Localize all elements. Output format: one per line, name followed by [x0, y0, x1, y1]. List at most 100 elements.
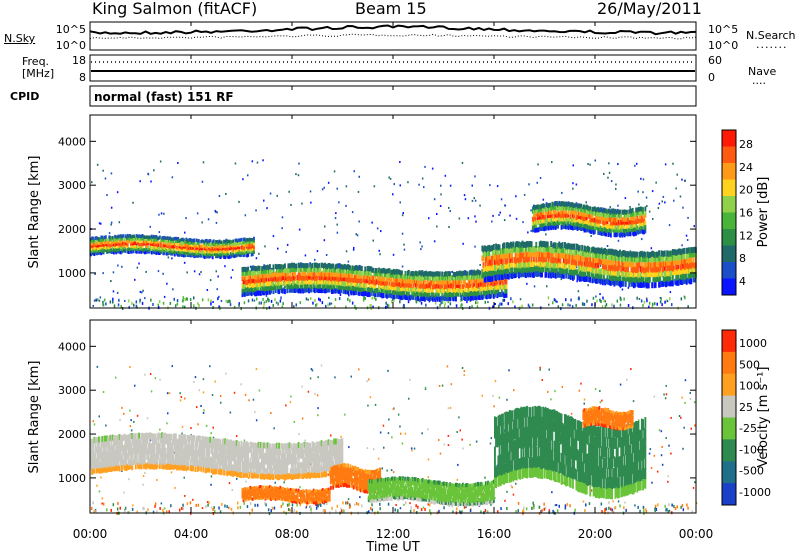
heatmap-cell: [390, 284, 393, 290]
heatmap-cell: [655, 256, 658, 263]
heatmap-cell: [538, 260, 541, 267]
heatmap-cell: [529, 241, 532, 247]
heatmap-cell: [663, 260, 666, 267]
heatmap-cell: [491, 289, 494, 295]
heatmap-cell: [281, 305, 284, 309]
heatmap-cell: [194, 376, 197, 379]
heatmap-cell: [595, 207, 597, 213]
heatmap-cell: [261, 266, 263, 272]
heatmap-cell: [636, 262, 639, 269]
heatmap-cell: [108, 247, 111, 252]
heatmap-cell: [102, 245, 105, 249]
heatmap-cell: [257, 285, 260, 291]
heatmap-cell: [542, 256, 545, 263]
heatmap-cell: [140, 247, 143, 251]
heatmap-cell: [592, 267, 595, 274]
heatmap-cell: [505, 292, 508, 298]
heatmap-cell: [598, 252, 601, 259]
heatmap-cell: [545, 251, 548, 258]
heatmap-cell: [351, 269, 354, 275]
heatmap-cell: [399, 507, 402, 510]
heatmap-cell: [638, 251, 641, 258]
heatmap-cell: [605, 278, 608, 285]
heatmap-cell: [334, 305, 336, 309]
heatmap-cell: [211, 242, 214, 246]
heatmap-cell: [596, 207, 598, 213]
heatmap-cell: [337, 284, 340, 290]
heatmap-cell: [218, 250, 221, 255]
heatmap-cell: [188, 249, 191, 254]
heatmap-cell: [550, 272, 553, 279]
heatmap-cell: [562, 272, 565, 279]
heatmap-cell: [541, 206, 543, 212]
heatmap-cell: [183, 253, 185, 258]
heatmap-cell: [345, 204, 347, 207]
heatmap-cell: [547, 216, 550, 222]
heatmap-cell: [619, 303, 622, 307]
heatmap-cell: [538, 222, 541, 228]
heatmap-cell: [572, 254, 574, 261]
heatmap-cell: [543, 256, 546, 263]
heatmap-cell: [605, 228, 608, 234]
heatmap-cell: [92, 420, 94, 423]
heatmap-cell: [336, 276, 339, 282]
heatmap-cell: [559, 257, 562, 264]
heatmap-cell: [458, 217, 461, 220]
nave-tick-bottom: 0: [708, 71, 715, 84]
heatmap-cell: [117, 234, 120, 239]
heatmap-cell: [606, 219, 609, 225]
heatmap-cell: [429, 284, 432, 290]
heatmap-cell: [642, 304, 644, 308]
heatmap-cell: [631, 271, 634, 278]
heatmap-cell: [549, 221, 551, 226]
heatmap-cell: [310, 368, 313, 371]
heatmap-cell: [91, 181, 93, 184]
heatmap-cell: [263, 264, 266, 270]
heatmap-cell: [345, 268, 348, 274]
heatmap-cell: [339, 288, 341, 294]
heatmap-cell: [433, 279, 436, 285]
heatmap-cell: [405, 294, 408, 300]
heatmap-cell: [416, 294, 418, 300]
heatmap-cell: [572, 212, 574, 218]
heatmap-cell: [381, 467, 383, 470]
heatmap-cell: [157, 303, 159, 307]
heatmap-cell: [663, 393, 665, 396]
heatmap-cell: [634, 266, 636, 273]
heatmap-cell: [539, 246, 542, 252]
heatmap-cell: [474, 271, 477, 277]
heatmap-cell: [644, 210, 647, 216]
noise-panel: [89, 21, 697, 51]
heatmap-cell: [416, 271, 418, 277]
heatmap-cell: [130, 242, 133, 246]
heatmap-cell: [122, 247, 124, 251]
heatmap-cell: [430, 295, 433, 301]
heatmap-cell: [557, 209, 559, 214]
heatmap-cell: [364, 286, 367, 292]
heatmap-cell: [207, 242, 209, 247]
heatmap-cell: [251, 290, 254, 296]
heatmap-cell: [589, 220, 592, 226]
heatmap-cell: [345, 305, 347, 309]
heatmap-cell: [650, 271, 652, 278]
heatmap-cell: [318, 267, 321, 273]
heatmap-cell: [515, 241, 518, 247]
heatmap-cell: [618, 220, 620, 225]
heatmap-cell: [383, 280, 386, 286]
heatmap-cell: [368, 271, 371, 277]
heatmap-cell: [638, 277, 641, 284]
heatmap-cell: [331, 284, 333, 290]
heatmap-cell: [631, 215, 634, 221]
heatmap-cell: [363, 296, 365, 300]
heatmap-cell: [630, 209, 633, 214]
heatmap-cell: [330, 434, 332, 437]
heatmap-cell: [468, 282, 471, 288]
heatmap-cell: [667, 259, 670, 266]
heatmap-cell: [487, 255, 489, 262]
heatmap-cell: [185, 237, 188, 242]
heatmap-cell: [156, 479, 158, 481]
heatmap-cell: [103, 235, 106, 240]
heatmap-cell: [402, 285, 405, 291]
heatmap-cell: [257, 274, 260, 280]
heatmap-cell: [383, 287, 386, 293]
